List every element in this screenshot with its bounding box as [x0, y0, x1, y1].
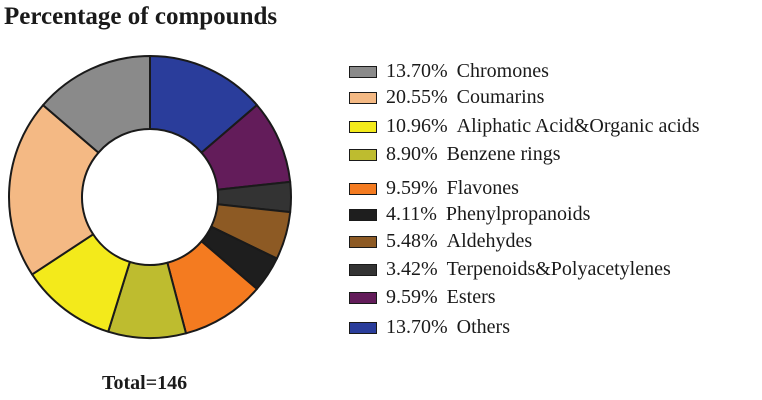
legend-item: 5.48% Aldehydes: [349, 230, 532, 253]
legend-swatch: [349, 120, 377, 133]
donut-slices: [8, 55, 292, 339]
legend-item: 4.11% Phenylpropanoids: [349, 203, 590, 226]
legend-value: 20.55%: [386, 86, 448, 108]
legend-value: 9.59%: [386, 177, 438, 199]
legend-swatch: [349, 91, 377, 104]
legend-value: 10.96%: [386, 115, 448, 137]
legend-swatch: [349, 321, 377, 334]
legend-value: 3.42%: [386, 258, 438, 280]
legend-swatch: [349, 182, 377, 195]
legend-label: Phenylpropanoids: [445, 203, 591, 225]
legend-value: 4.11%: [386, 203, 437, 225]
legend-item: 3.42% Terpenoids&Polyacetylenes: [349, 258, 671, 281]
chart-title: Percentage of compounds: [4, 3, 278, 30]
slice-chromones: [42, 55, 151, 154]
legend-label: Chromones: [456, 60, 549, 82]
legend-item: 13.70% Others: [349, 316, 510, 339]
legend-swatch: [349, 65, 377, 78]
legend-label: Others: [456, 316, 510, 338]
legend-item: 20.55% Coumarins: [349, 86, 544, 109]
legend-item: 9.59% Flavones: [349, 177, 519, 200]
slice-coumarins: [8, 104, 100, 276]
legend-label: Benzene rings: [446, 143, 561, 165]
legend-swatch: [349, 148, 377, 161]
legend-value: 8.90%: [386, 143, 438, 165]
legend-item: 13.70% Chromones: [349, 60, 549, 83]
legend-swatch: [349, 208, 377, 221]
total-label: Total=146: [102, 372, 188, 394]
legend-label: Aldehydes: [446, 230, 533, 252]
legend-item: 10.96% Aliphatic Acid&Organic acids: [349, 115, 700, 138]
legend-value: 5.48%: [386, 230, 438, 252]
legend-label: Aliphatic Acid&Organic acids: [456, 115, 700, 137]
legend-item: 8.90% Benzene rings: [349, 143, 561, 166]
legend-label: Esters: [446, 286, 496, 308]
legend-item: 9.59% Esters: [349, 286, 496, 309]
legend-label: Coumarins: [456, 86, 545, 108]
legend-value: 13.70%: [386, 60, 448, 82]
legend-swatch: [349, 291, 377, 304]
legend-label: Terpenoids&Polyacetylenes: [446, 258, 671, 280]
legend-label: Flavones: [446, 177, 519, 199]
legend-value: 9.59%: [386, 286, 438, 308]
donut-chart: [8, 55, 292, 339]
legend-swatch: [349, 263, 377, 276]
legend-swatch: [349, 235, 377, 248]
legend-value: 13.70%: [386, 316, 448, 338]
